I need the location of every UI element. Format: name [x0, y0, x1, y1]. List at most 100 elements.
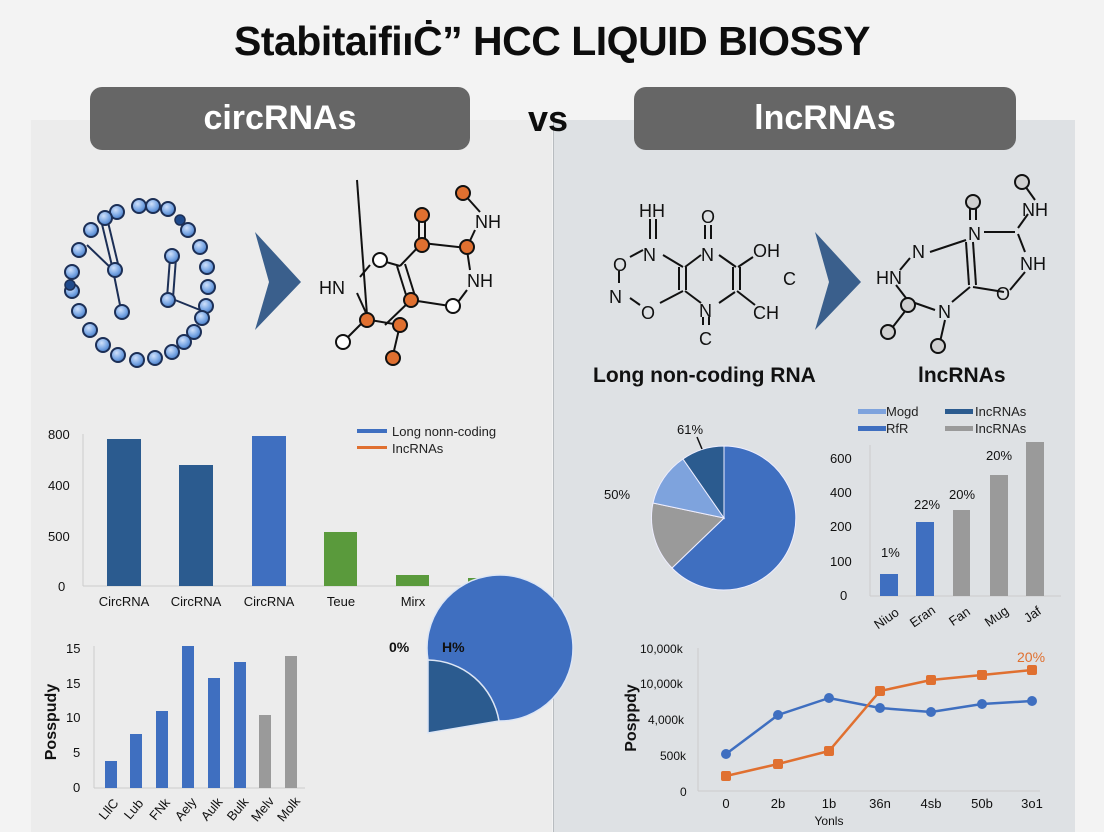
y-tick: 100 — [830, 554, 852, 569]
bar — [880, 574, 898, 596]
right-bar-chart: 600 400 200 100 0 1% 22% 20% 20% Niuo Er… — [830, 404, 1061, 632]
bar — [208, 678, 220, 788]
circrna-header-pill: circRNAs — [90, 87, 470, 150]
x-tick: Teue — [327, 594, 355, 609]
x-tick: Niuo — [871, 604, 902, 632]
y-tick: 10 — [66, 710, 80, 725]
left-bar-chart: 800 400 500 0 CircRNA CircRNA CircRNA Te… — [48, 424, 522, 609]
atom-label: OH — [753, 241, 780, 261]
x-tick: Mug — [982, 603, 1011, 630]
y-tick: 15 — [66, 641, 80, 656]
y-tick: 500 — [48, 529, 70, 544]
legend-swatch — [357, 429, 387, 433]
page-title: StabitaifiıĊ” HCC LIQUID BIOSSY — [234, 18, 871, 64]
y-tick: 15 — [66, 676, 80, 691]
bar — [324, 532, 357, 586]
bar — [396, 575, 429, 586]
bar — [182, 646, 194, 788]
y-tick: 800 — [48, 427, 70, 442]
atom-label: NH — [475, 212, 501, 232]
y-tick: 600 — [830, 451, 852, 466]
right-pie-chart: 61% 50% — [604, 422, 797, 591]
bar — [107, 439, 141, 586]
bottom-left-bar-chart: 15 15 10 5 0 Posspudy LllC Lub FNk Aely … — [43, 641, 305, 824]
x-tick: Aulk — [198, 794, 226, 823]
x-tick: CircRNA — [99, 594, 150, 609]
atom-label: N — [968, 224, 981, 244]
atom-label: NH — [467, 271, 493, 291]
pie-label: 61% — [677, 422, 703, 437]
atom-label: HH — [639, 201, 665, 221]
x-tick: FNk — [146, 795, 173, 823]
legend-label: IncRNAs — [392, 441, 444, 456]
pie-label: 50% — [604, 487, 630, 502]
chevron-right-icon — [255, 232, 301, 330]
x-tick: CircRNA — [171, 594, 222, 609]
x-tick: 4sb — [921, 796, 942, 811]
y-tick: 10,000k — [640, 677, 684, 691]
x-tick: 2b — [771, 796, 785, 811]
y-tick: 0 — [840, 588, 847, 603]
bar — [916, 522, 934, 596]
x-tick: Eran — [907, 602, 938, 630]
bar — [105, 761, 117, 788]
data-label: 20% — [986, 448, 1012, 463]
legend-label: IncRNAs — [975, 404, 1027, 419]
lncrna-label: lncRNAs — [754, 99, 896, 137]
y-tick: 0 — [73, 780, 80, 795]
y-axis-label: Posspudy — [43, 684, 60, 761]
bar — [252, 436, 286, 586]
y-tick: 4,000k — [648, 713, 685, 727]
chevron-right-icon — [815, 232, 861, 330]
atom-label: C — [699, 329, 712, 349]
x-tick: Fan — [946, 604, 973, 629]
data-label: 1% — [881, 545, 900, 560]
atom-label: CH — [753, 303, 779, 323]
legend-label: Mogd — [886, 404, 919, 419]
atom-label: O — [701, 207, 715, 227]
y-tick: 400 — [48, 478, 70, 493]
x-axis-label: Yonls — [815, 814, 844, 828]
x-tick: Mirx — [401, 594, 426, 609]
right-molecule-diagram: HH O N N OH O C N O N CH C — [609, 201, 796, 349]
data-label: 20% — [949, 487, 975, 502]
y-tick: 5 — [73, 745, 80, 760]
bar — [1026, 442, 1044, 596]
line-series-orange — [725, 668, 1033, 778]
atom-label: N — [643, 245, 656, 265]
bar — [234, 662, 246, 788]
legend-label: Long nonn-coding — [392, 424, 496, 439]
line-annotation: 20% — [1017, 649, 1045, 665]
lncrna-molecule-diagram: NH N N HN NH O N — [876, 174, 1048, 354]
x-tick: 1b — [822, 796, 836, 811]
legend-swatch — [858, 426, 886, 431]
data-label: 22% — [914, 497, 940, 512]
atom-label: HN — [876, 268, 902, 288]
x-tick: Lub — [121, 796, 146, 822]
atom-label: N — [912, 242, 925, 262]
legend-label: RfR — [886, 421, 908, 436]
x-tick: Molk — [274, 793, 303, 824]
legend-swatch — [945, 409, 973, 414]
vs-label: vs — [528, 98, 569, 139]
y-tick: 0 — [680, 785, 687, 799]
circrna-label: circRNAs — [203, 99, 357, 137]
atom-label: O — [996, 284, 1010, 304]
atom-label: HN — [319, 278, 345, 298]
x-tick: Melv — [248, 793, 277, 824]
y-tick: 0 — [58, 579, 65, 594]
bottom-pie-chart: 0% H% — [389, 574, 574, 734]
atom-label: C — [783, 269, 796, 289]
atom-label: O — [641, 303, 655, 323]
atom-label: N — [938, 302, 951, 322]
legend-swatch — [858, 409, 886, 414]
y-tick: 200 — [830, 519, 852, 534]
x-tick: CircRNA — [244, 594, 295, 609]
atom-label: NH — [1020, 254, 1046, 274]
y-tick: 10,000k — [640, 642, 684, 656]
lncrna-panel — [553, 120, 1075, 832]
x-tick: Jaf — [1021, 603, 1044, 625]
x-tick: LllC — [96, 796, 122, 823]
bar — [990, 475, 1008, 596]
legend-swatch — [357, 446, 387, 449]
